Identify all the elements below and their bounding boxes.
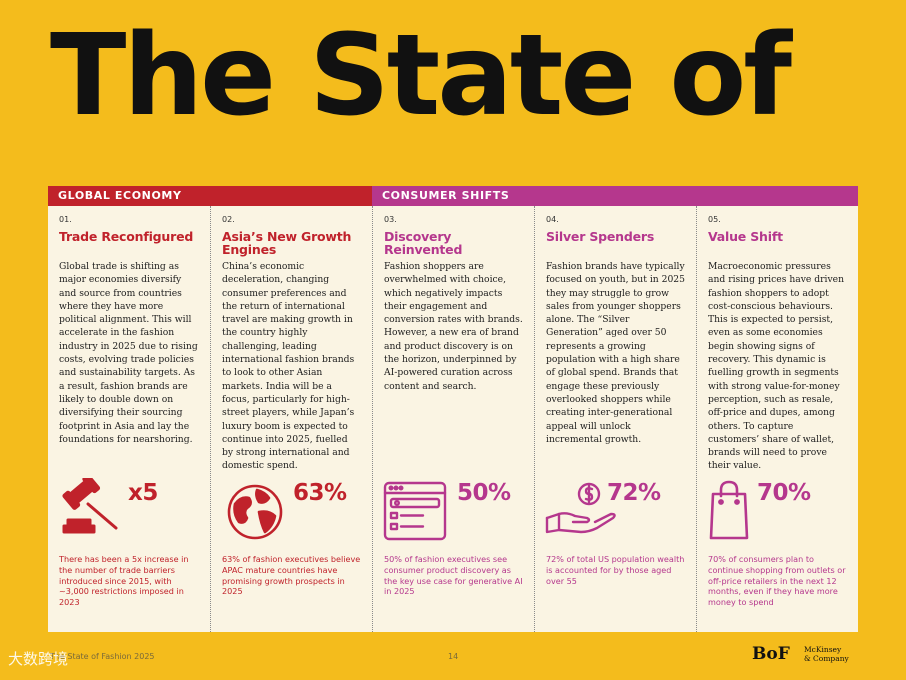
column-value-shift: 05. Value Shift Macroeconomic pressures … (696, 206, 858, 632)
mckinsey-logo-line2: & Company (804, 654, 849, 663)
browser-search-icon (383, 481, 449, 548)
item-body: Macroeconomic pressures and rising price… (708, 261, 845, 472)
column-trade-reconfigured: 01. Trade Reconfigured Global trade is s… (48, 206, 210, 632)
item-number: 01. (59, 215, 72, 224)
item-number: 02. (222, 215, 235, 224)
item-body: China’s economic deceleration, changing … (222, 261, 355, 472)
watermark: 大数跨境 (8, 650, 69, 668)
mckinsey-logo-line1: McKinsey (804, 645, 842, 654)
globe-icon (225, 482, 285, 547)
hand-dollar-icon (545, 482, 621, 543)
gavel-icon (58, 474, 128, 543)
item-heading: Trade Reconfigured (59, 229, 194, 244)
item-heading: Discovery Reinvented (384, 229, 463, 257)
item-footnote: There has been a 5x increase in the numb… (59, 554, 189, 608)
column-silver-spenders: 04. Silver Spenders Fashion brands have … (534, 206, 696, 632)
stat-value: 63% (293, 480, 347, 506)
column-asia-growth-engines: 02. Asia’s New Growth Engines China’s ec… (210, 206, 372, 632)
column-discovery-reinvented: 03. Discovery Reinvented Fashion shopper… (372, 206, 534, 632)
item-footnote: 63% of fashion executives believe APAC m… (222, 554, 361, 597)
item-body: Global trade is shifting as major econom… (59, 261, 198, 445)
content-panel (48, 206, 858, 632)
item-number: 03. (384, 215, 397, 224)
stat-value: 72% (607, 480, 661, 506)
stat-value: 50% (457, 480, 511, 506)
item-number: 04. (546, 215, 559, 224)
footer-publication-name: The State of Fashion 2025 (50, 652, 155, 661)
stat-value: 70% (757, 480, 811, 506)
item-heading: Asia’s New Growth Engines (222, 229, 352, 257)
mckinsey-logo: McKinsey & Company (804, 645, 849, 663)
page-title: The State of (50, 11, 792, 141)
section-band-global-economy: GLOBAL ECONOMY (48, 186, 372, 206)
item-footnote: 50% of fashion executives see consumer p… (384, 554, 523, 597)
item-heading: Silver Spenders (546, 229, 655, 244)
item-body: Fashion brands have typically focused on… (546, 261, 685, 445)
page-number: 14 (448, 652, 459, 661)
item-number: 05. (708, 215, 721, 224)
item-body: Fashion shoppers are overwhelmed with ch… (384, 261, 523, 392)
stat-value: x5 (128, 480, 158, 506)
shopping-bag-icon (709, 480, 749, 547)
section-band-consumer-shifts: CONSUMER SHIFTS (372, 186, 858, 206)
item-footnote: 70% of consumers plan to continue shoppi… (708, 554, 846, 608)
item-heading: Value Shift (708, 229, 783, 244)
bof-logo: BoF (752, 644, 790, 664)
item-footnote: 72% of total US population wealth is acc… (546, 554, 685, 586)
